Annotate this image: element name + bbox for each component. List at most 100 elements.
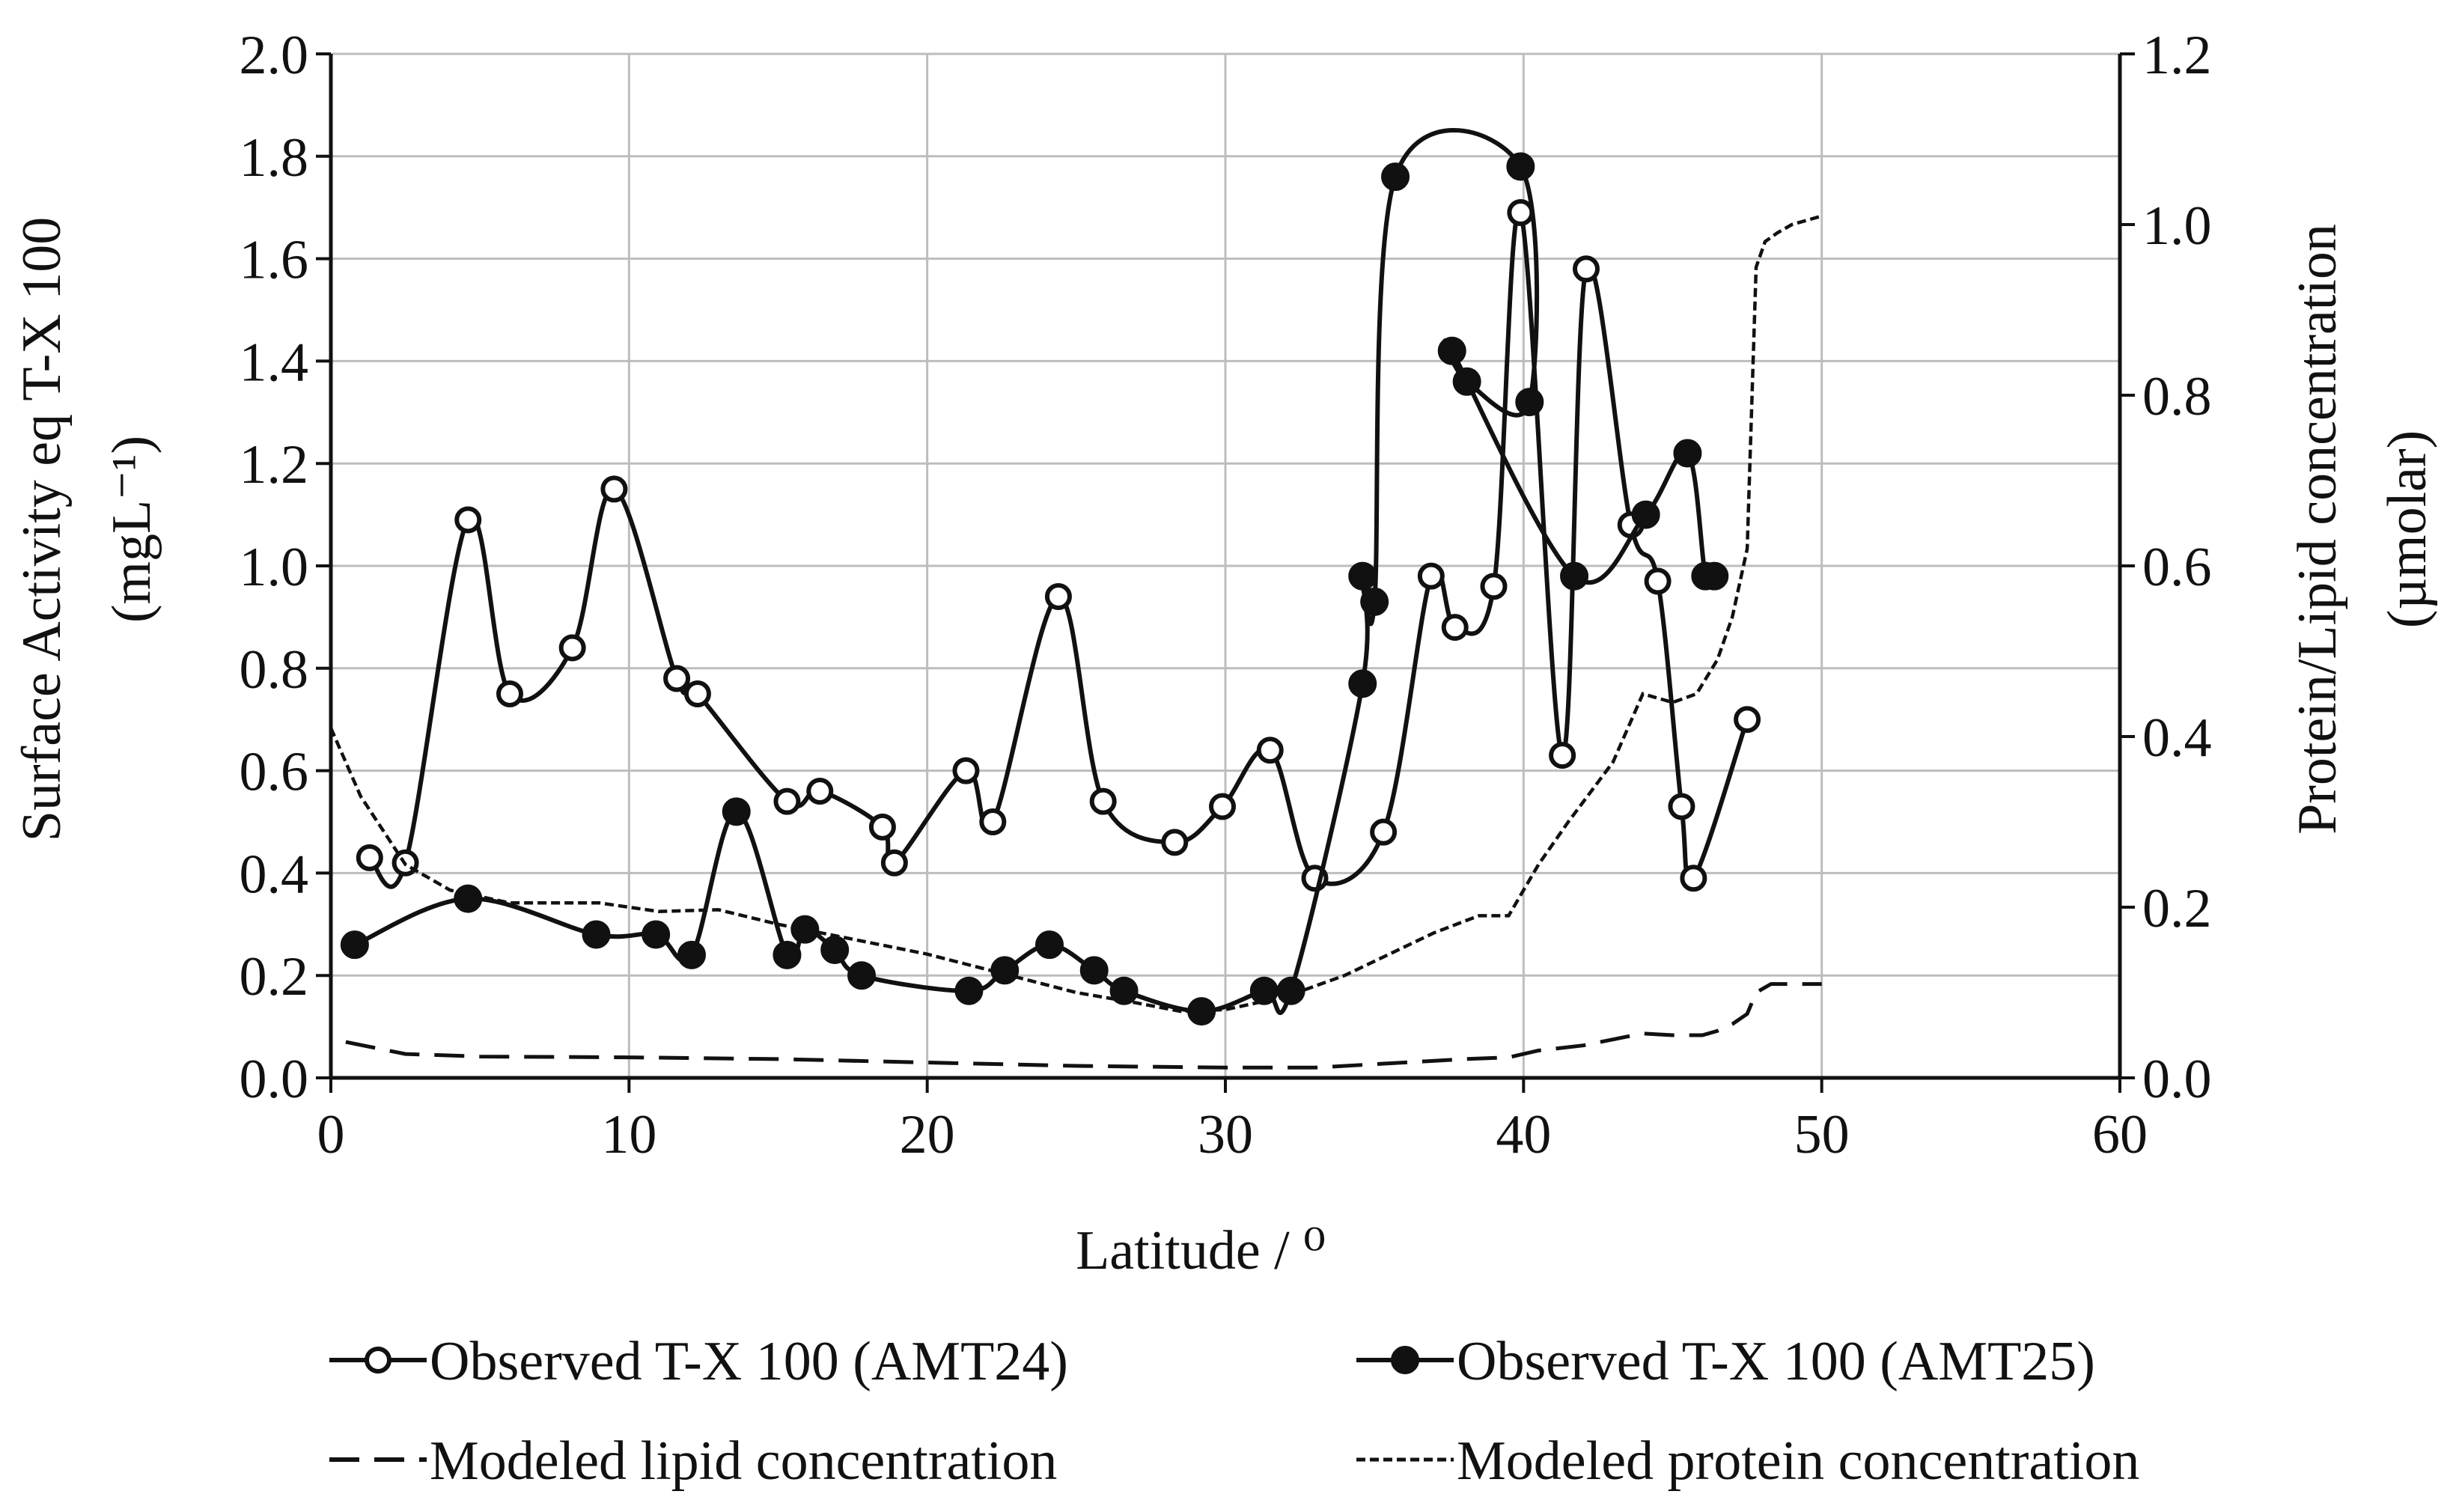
data-point-amt24: [1680, 865, 1707, 892]
y-left-tick-label: 1.6: [240, 230, 309, 291]
data-point-amt25: [1515, 388, 1544, 417]
x-tick-label: 50: [1794, 1104, 1850, 1165]
data-point-amt24: [1044, 583, 1072, 611]
data-point-amt25: [773, 940, 802, 969]
data-point-amt24: [1370, 818, 1398, 846]
data-point-amt24: [558, 634, 586, 662]
y-left-tick-label: 1.8: [240, 127, 309, 189]
data-point-amt25: [1673, 439, 1702, 468]
y-left-axis-title-line2: (mgL⁻¹): [101, 436, 162, 623]
data-point-amt25: [847, 961, 877, 990]
legend-item-lipid: Modeled lipid concentration: [329, 1430, 1057, 1492]
series-1: [340, 127, 1729, 1026]
data-point-amt24: [1572, 255, 1600, 283]
data-point-amt24: [1734, 706, 1761, 734]
x-tick-label: 30: [1198, 1104, 1253, 1165]
y-left-tick-label: 0.8: [240, 639, 309, 701]
y-left-tick-label: 1.4: [240, 332, 309, 393]
data-point-amt24: [1161, 829, 1189, 856]
data-point-amt24: [979, 808, 1007, 835]
data-point-amt25: [1700, 561, 1729, 591]
data-point-amt25: [454, 884, 483, 913]
data-point-amt24: [356, 844, 383, 871]
x-tick-label: 60: [2092, 1104, 2148, 1165]
data-point-amt25: [1079, 956, 1109, 985]
x-tick-label: 40: [1496, 1104, 1551, 1165]
y-right-tick-label: 0.4: [2142, 707, 2212, 769]
data-point-amt24: [1441, 614, 1469, 641]
data-point-amt24: [1507, 199, 1535, 227]
y-left-axis-title-line1: Surface Activity eq T-X 100: [11, 217, 73, 841]
legend-label-amt25: Observed T-X 100 (AMT25): [1457, 1331, 2095, 1392]
y-left-tick-label: 1.0: [240, 537, 309, 598]
data-point-amt25: [1348, 669, 1377, 698]
data-point-amt24: [773, 787, 801, 815]
data-point-amt25: [642, 920, 671, 949]
series-layer: [329, 127, 1823, 1070]
series-line-protein: [329, 214, 1823, 1013]
legend-marker-amt25: [1391, 1346, 1419, 1374]
data-point-amt24: [663, 665, 691, 692]
data-point-amt25: [1506, 152, 1535, 181]
legend-item-amt24: Observed T-X 100 (AMT24): [329, 1331, 1068, 1392]
y-left-tick-label: 2.0: [240, 25, 309, 86]
data-point-amt24: [600, 475, 628, 503]
series-line-lipid: [345, 982, 1822, 1070]
y-right-tick-label: 1.2: [2142, 25, 2212, 86]
y-right-tick-label: 1.0: [2142, 195, 2212, 257]
x-tick-label: 20: [900, 1104, 955, 1165]
data-point-amt25: [677, 940, 706, 969]
legend-item-amt25: Observed T-X 100 (AMT25): [1356, 1331, 2095, 1392]
data-point-amt24: [496, 680, 523, 707]
legend-label-lipid: Modeled lipid concentration: [430, 1430, 1057, 1492]
data-point-amt25: [340, 930, 369, 960]
axis-layer: [316, 52, 2135, 1093]
data-point-amt24: [868, 813, 896, 841]
y-right-tick-labels: 0.0 0.2 0.4 0.6 0.8 1.0 1.2: [2142, 25, 2212, 1110]
data-point-amt24: [1256, 737, 1284, 764]
data-point-amt25: [1631, 500, 1660, 529]
data-point-amt24: [1480, 573, 1508, 600]
y-left-tick-label: 1.2: [240, 434, 309, 496]
data-point-amt25: [1109, 976, 1139, 1005]
data-point-amt25: [1035, 930, 1064, 960]
data-point-amt25: [820, 936, 850, 964]
data-point-amt25: [954, 976, 984, 1005]
legend-label-amt24: Observed T-X 100 (AMT24): [430, 1331, 1068, 1392]
data-point-amt25: [582, 920, 611, 949]
y-left-tick-label: 0.6: [240, 742, 309, 803]
data-point-amt24: [1644, 567, 1672, 595]
data-point-amt24: [880, 849, 908, 877]
legend-marker-amt24: [365, 1347, 391, 1374]
data-point-amt25: [1560, 561, 1589, 591]
data-point-amt24: [1417, 562, 1445, 590]
data-point-amt24: [952, 757, 980, 784]
y-right-tick-label: 0.8: [2142, 366, 2212, 427]
y-left-tick-label: 0.2: [240, 946, 309, 1008]
x-tick-label: 0: [317, 1104, 345, 1165]
data-point-amt24: [683, 680, 711, 707]
data-point-amt25: [1437, 336, 1466, 365]
data-point-amt25: [1360, 587, 1389, 616]
grid-layer: [331, 52, 2120, 1078]
y-left-tick-labels: 0.0 0.2 0.4 0.6 0.8 1.0 1.2 1.4 1.6 1.8 2.0: [240, 25, 309, 1110]
data-point-amt24: [1209, 793, 1237, 820]
data-point-amt24: [1089, 787, 1117, 815]
series-2: [345, 982, 1822, 1070]
y-right-axis-title-line2: (µmolar): [2377, 430, 2438, 629]
legend-label-protein: Modeled protein concentration: [1457, 1430, 2139, 1492]
data-point-amt24: [454, 506, 482, 534]
x-tick-label: 10: [601, 1104, 656, 1165]
y-right-axis-title-line1: Protein/Lipid concentration: [2287, 224, 2348, 835]
legend: Observed T-X 100 (AMT24) Observed T-X 10…: [329, 1331, 2139, 1492]
data-point-amt24: [806, 777, 834, 805]
data-point-amt25: [722, 797, 751, 826]
data-point-amt24: [1668, 793, 1695, 820]
legend-item-protein: Modeled protein concentration: [1356, 1430, 2139, 1492]
series-3: [329, 214, 1823, 1013]
x-axis-title: Latitude / ⁰: [1076, 1220, 1326, 1281]
data-point-amt25: [1348, 561, 1377, 591]
